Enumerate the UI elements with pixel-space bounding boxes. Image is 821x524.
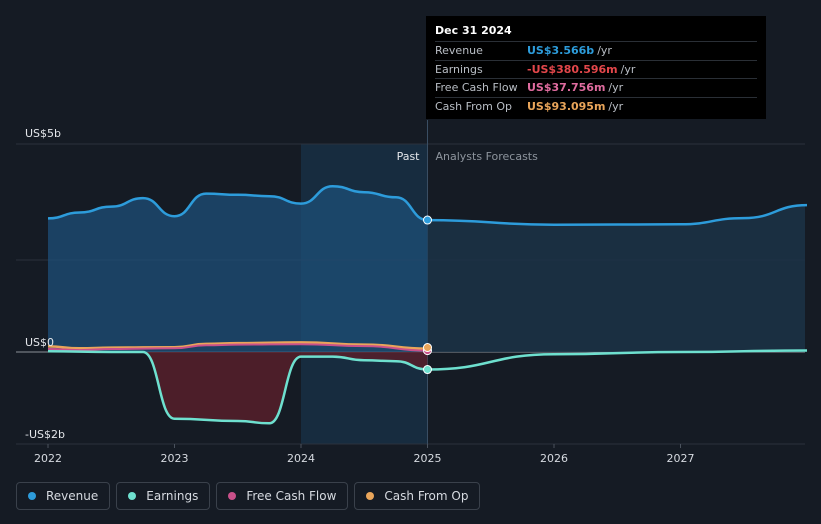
- tooltip-row-earnings: Earnings -US$380.596m /yr: [435, 59, 757, 79]
- tooltip-row-revenue: Revenue US$3.566b /yr: [435, 41, 757, 60]
- x-tick-label: 2026: [540, 452, 568, 465]
- legend-label: Cash From Op: [384, 489, 469, 503]
- legend-dot-icon: [28, 492, 36, 500]
- x-tick-label: 2027: [667, 452, 695, 465]
- revenue-line: [47, 184, 428, 222]
- tooltip-unit: /yr: [608, 81, 624, 95]
- tooltip-label: Cash From Op: [435, 99, 513, 113]
- tooltip-unit: /yr: [620, 62, 636, 76]
- legend-dot-icon: [366, 492, 375, 500]
- legend: Revenue Earnings Free Cash Flow Cash Fro…: [16, 482, 481, 510]
- axis-labels: US$5b US$0 -US$2b 2022 2023 2024 2025 2026 2027 P…: [25, 127, 695, 465]
- legend-dot-icon: [128, 492, 137, 500]
- legend-item-free-cash-flow[interactable]: Free Cash Flow: [216, 482, 349, 510]
- past-label: Past: [397, 150, 421, 163]
- y-tick-label: US$0: [25, 336, 54, 349]
- revenue-area-past: [48, 186, 428, 352]
- revenue-marker: [423, 215, 432, 225]
- tooltip-unit: /yr: [597, 44, 612, 58]
- tooltip-value: US$37.756m: [527, 81, 606, 95]
- legend-dot-icon: [228, 492, 237, 500]
- legend-label: Free Cash Flow: [246, 489, 337, 503]
- legend-item-cash-from-op[interactable]: Cash From Op: [354, 482, 481, 510]
- tooltip-unit: /yr: [608, 99, 624, 113]
- tooltip-value: -US$380.596m: [527, 62, 618, 76]
- earnings-forecast-line: [427, 349, 808, 371]
- legend-item-revenue[interactable]: Revenue: [16, 482, 111, 510]
- series-lines: [47, 184, 808, 425]
- tooltip-label: Earnings: [435, 62, 483, 76]
- cash-from-op-marker: [423, 343, 432, 353]
- earnings-area-past: [48, 351, 428, 424]
- legend-label: Earnings: [146, 489, 199, 503]
- tooltip-label: Free Cash Flow: [435, 81, 518, 95]
- revenue-area-forecast: [427, 205, 807, 352]
- cash-from-op-line: [47, 341, 428, 350]
- tooltip-row-fcf: Free Cash Flow US$37.756m /yr: [435, 78, 757, 97]
- tooltip-value: US$93.095m: [527, 99, 606, 113]
- legend-item-earnings[interactable]: Earnings: [116, 482, 211, 510]
- legend-label: Revenue: [46, 489, 99, 503]
- tooltip-date: Dec 31 2024: [435, 24, 512, 37]
- x-tick-label: 2025: [414, 452, 442, 465]
- x-tick-label: 2022: [34, 452, 62, 465]
- x-tick-label: 2023: [161, 452, 189, 465]
- forecast-label: Analysts Forecasts: [436, 150, 539, 163]
- y-tick-label: US$5b: [25, 127, 61, 140]
- tooltip-row-cfo: Cash From Op US$93.095m /yr: [435, 96, 757, 116]
- earnings-marker: [423, 365, 432, 375]
- x-tick-label: 2024: [287, 452, 315, 465]
- revenue-forecast-line: [427, 203, 808, 226]
- y-tick-label: -US$2b: [25, 428, 65, 441]
- tooltip-label: Revenue: [435, 44, 483, 58]
- tooltip-value: US$3.566b: [527, 44, 595, 58]
- earnings-line: [47, 350, 428, 425]
- tooltip: Dec 31 2024 Revenue US$3.566b /yr Earnin…: [426, 16, 766, 119]
- free-cash-flow-line: [47, 343, 428, 352]
- area-fills: [48, 186, 807, 424]
